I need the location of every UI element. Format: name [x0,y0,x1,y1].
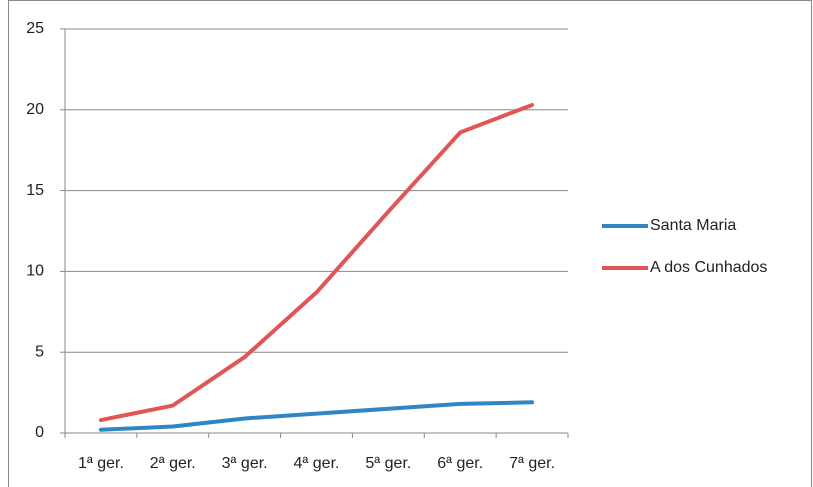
y-tick-label: 10 [26,263,44,280]
series-line [98,400,535,432]
x-tick-label: 5ª ger. [365,455,411,472]
x-tick-label: 6ª ger. [437,455,483,472]
x-tick-label: 2ª ger. [150,455,196,472]
y-tick-label: 0 [35,424,44,441]
y-tick-label: 20 [26,101,44,118]
y-tick-label: 15 [26,182,44,199]
x-tick-label: 7ª ger. [509,455,555,472]
legend-label: Santa Maria [650,217,736,234]
y-tick-label: 25 [26,20,44,37]
series-line [98,102,535,423]
y-tick-label: 5 [35,343,44,360]
x-tick-label: 1ª ger. [78,455,124,472]
x-tick-label: 4ª ger. [294,455,340,472]
legend-label: A dos Cunhados [650,259,767,276]
x-tick-label: 3ª ger. [222,455,268,472]
